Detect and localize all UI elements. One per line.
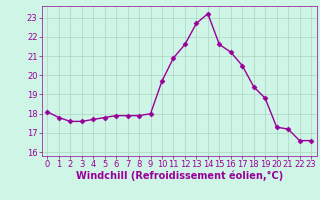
X-axis label: Windchill (Refroidissement éolien,°C): Windchill (Refroidissement éolien,°C) <box>76 171 283 181</box>
